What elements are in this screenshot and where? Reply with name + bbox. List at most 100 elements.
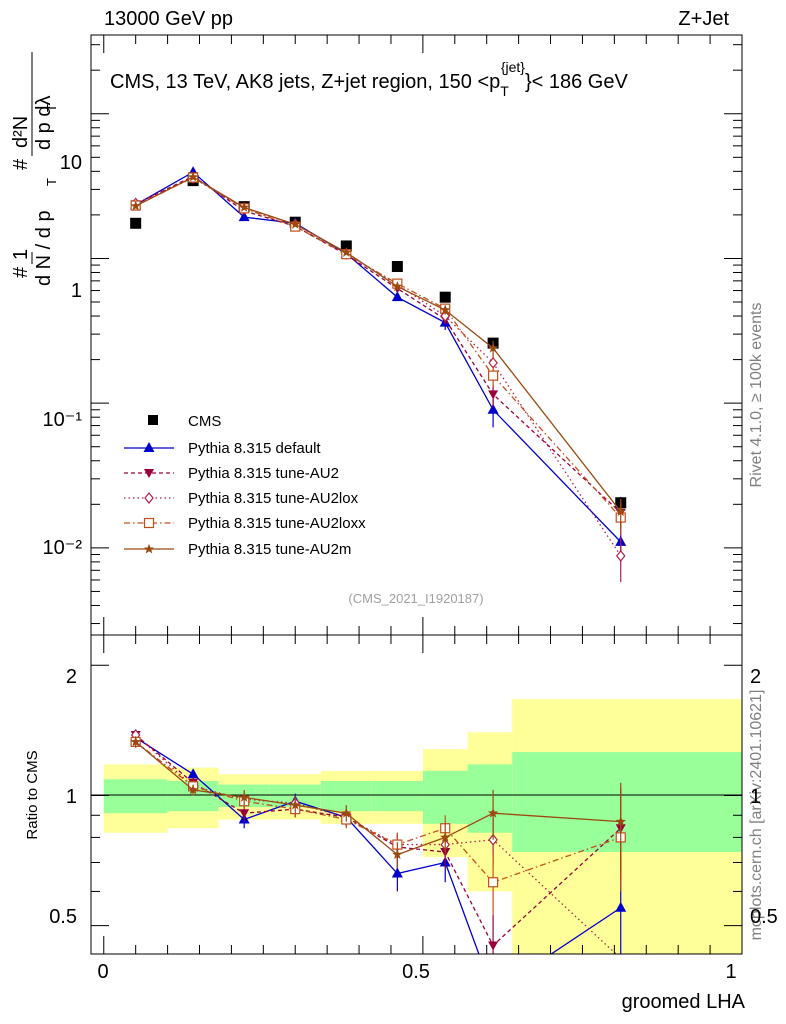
x-tick-label-0: 0 (97, 961, 108, 983)
plot-title-tail: }< 186 GeV (525, 71, 629, 93)
ratio-point (187, 768, 199, 779)
y-tick-label-10: 10 (60, 152, 82, 174)
data-point (130, 200, 141, 211)
data-point (341, 246, 352, 257)
data-point (238, 211, 250, 222)
x-axis-label: groomed LHA (622, 991, 746, 1013)
ratio-point (341, 807, 352, 818)
legend-label-cms: CMS (188, 413, 221, 430)
ratio-point (487, 807, 499, 818)
ylabel-dn-dpt: d N / d p (33, 210, 55, 286)
data-point (290, 218, 301, 229)
data-point (615, 506, 626, 517)
plot-title-sub: T (500, 83, 509, 99)
plot-title: CMS, 13 TeV, AK8 jets, Z+jet region, 150… (110, 59, 628, 99)
y-axis-label: # 1 d N / d p T # d²N d p dλ T (10, 52, 59, 286)
ylabel-dp-dlambda: d p dλ (33, 96, 55, 150)
legend-marker-au2lox (144, 492, 154, 504)
uncertainty-band-inner (467, 764, 513, 833)
data-point (487, 370, 499, 381)
x-tick-label-0.5: 0.5 (402, 961, 430, 983)
plot-title-main: CMS, 13 TeV, AK8 jets, Z+jet region, 150… (110, 71, 500, 93)
data-point (130, 217, 142, 229)
y-tick-label-0.01: 10⁻² (43, 537, 83, 559)
ratio-point (487, 877, 499, 888)
ratio-y-tick-label-1-left: 1 (66, 786, 77, 808)
rivet-version-label: Rivet 4.1.0, ≥ 100k events (748, 303, 765, 488)
ratio-y-tick-label-1-right: 1 (750, 786, 761, 808)
legend-marker-au2 (144, 469, 154, 478)
ratio-y-tick-label-2-left: 2 (66, 666, 77, 688)
mcplots-label: mcplots.cern.ch [arXiv:2401.10621] (748, 690, 765, 941)
ylabel-hash: # (10, 266, 32, 278)
ratio-point (238, 791, 250, 802)
ratio-y-tick-label-0.5-right: 0.5 (750, 906, 778, 928)
ratio-point (392, 849, 403, 860)
series-cms (130, 175, 627, 510)
series-pythia-8-315-tune-au2m (130, 171, 626, 528)
x-tick-label-1: 1 (725, 961, 736, 983)
ratio-point (615, 816, 626, 827)
ylabel-d2n: d²N (10, 116, 32, 148)
data-point (391, 260, 403, 272)
data-point (187, 171, 199, 182)
main-plot-axis-ticks (91, 35, 743, 635)
legend-label-au2: Pythia 8.315 tune-AU2 (188, 465, 339, 482)
ylabel-hash2: # (10, 158, 32, 170)
header-left: 13000 GeV pp (104, 8, 233, 30)
data-point (439, 304, 451, 315)
ylabel-t-sub2: T (44, 104, 59, 112)
ylabel-one: 1 (10, 249, 32, 260)
ratio-y-axis-label: Ratio to CMS (24, 750, 41, 839)
legend-label-au2lox: Pythia 8.315 tune-AU2lox (188, 490, 359, 507)
ratio-point (488, 941, 499, 951)
ratio-point (439, 831, 451, 842)
legend: CMS Pythia 8.315 default Pythia 8.315 tu… (124, 413, 366, 558)
header-right: Z+Jet (678, 8, 729, 30)
series-line (135, 176, 622, 513)
ratio-plot-panel: 2 1 0.5 2 1 0.5 0 0.5 1 Ratio to CMS gro… (24, 634, 778, 1013)
uncertainty-band-inner (422, 770, 468, 824)
legend-marker-au2loxx (143, 517, 155, 529)
legend-label-au2loxx: Pythia 8.315 tune-AU2loxx (188, 515, 366, 532)
legend-label-default: Pythia 8.315 default (188, 440, 321, 457)
ratio-series-group (130, 729, 627, 954)
legend-label-au2m: Pythia 8.315 tune-AU2m (188, 541, 351, 558)
ratio-series-pythia-8-315-tune-au2m (130, 736, 626, 871)
ratio-point (615, 901, 627, 912)
legend-marker-au2m (144, 544, 154, 554)
uncertainty-band-inner (371, 781, 423, 812)
y-tick-label-0.1: 10⁻¹ (43, 409, 83, 431)
ratio-y-tick-label-2-right: 2 (750, 666, 761, 688)
data-point (439, 291, 451, 303)
ratio-point (290, 799, 301, 810)
data-point (392, 281, 403, 291)
data-point (391, 291, 403, 302)
data-point (487, 403, 499, 414)
data-point (340, 240, 352, 252)
data-point (488, 390, 499, 400)
plot-title-sup: {jet} (501, 59, 525, 75)
legend-marker-default (143, 442, 155, 452)
ratio-point (391, 867, 403, 878)
analysis-id-label: (CMS_2021_I1920187) (348, 591, 483, 606)
data-point (238, 201, 250, 212)
ratio-point (187, 784, 199, 795)
ratio-y-tick-label-0.5-left: 0.5 (49, 906, 77, 928)
data-point (487, 342, 499, 353)
ratio-plot-axis-ticks (91, 635, 743, 954)
uncertainty-band-inner (512, 752, 742, 853)
ylabel-t-sub: T (44, 178, 59, 186)
ratio-plot-frame (90, 634, 743, 955)
series-line (135, 171, 622, 543)
uncertainty-band-inner (103, 779, 168, 814)
ratio-point (488, 833, 498, 846)
main-plot-panel: 10 1 10⁻¹ 10⁻² CMS, 13 TeV, AK8 jets, Z+… (10, 34, 743, 636)
ratio-point (130, 736, 141, 747)
series-line (135, 175, 622, 514)
data-point (615, 549, 626, 562)
y-tick-label-1: 1 (71, 280, 82, 302)
legend-marker-cms (148, 415, 158, 425)
ratio-point (239, 809, 250, 819)
